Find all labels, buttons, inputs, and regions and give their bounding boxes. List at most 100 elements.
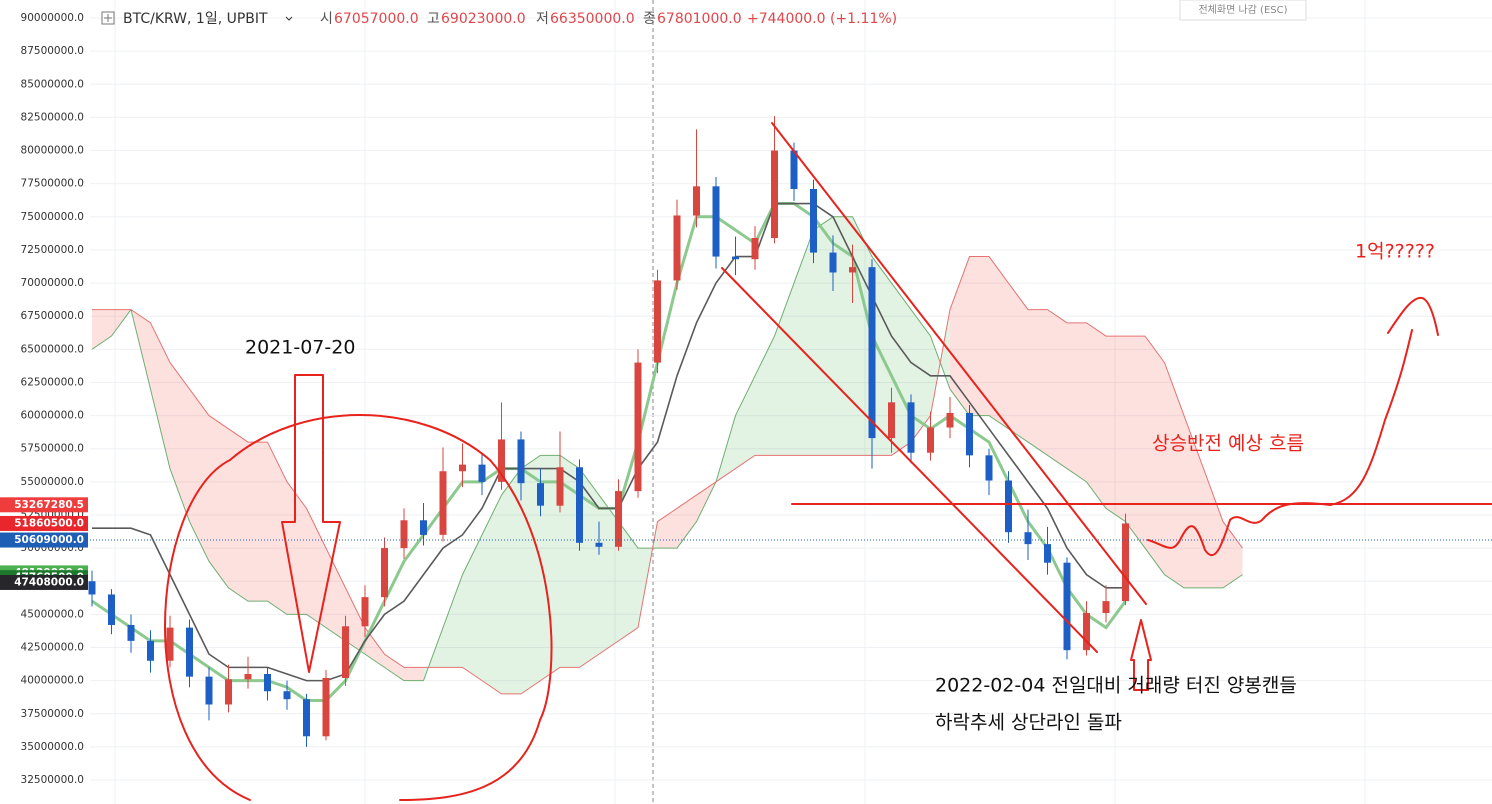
icon (104, 14, 112, 22)
cloud-fill (813, 216, 833, 456)
candle-body (127, 624, 135, 641)
cloud-fill (579, 468, 599, 668)
dropdown[interactable] (285, 16, 293, 21)
candle-body (498, 439, 505, 482)
cloud-fill (1145, 336, 1165, 575)
candle-body (205, 676, 213, 705)
candle-body (400, 520, 408, 549)
candle-body (1122, 523, 1129, 602)
cloud-fill (482, 495, 502, 694)
candle-body (1024, 532, 1032, 545)
candle-body (595, 542, 603, 547)
cloud-fill (384, 654, 404, 681)
candle-body (1083, 613, 1090, 651)
y-tick-label: 77500000.0 (21, 178, 84, 190)
cloud-fill (1106, 336, 1126, 522)
header: BTC/KRW, 1일, UPBIT 시 67057000.0 고 690230… (101, 0, 1307, 27)
annotation: 1억????? (1355, 241, 1435, 263)
candle-body (186, 627, 193, 677)
exit-button-label[interactable]: 전체화면 나감 (ESC) (1198, 4, 1287, 16)
candle-body (907, 402, 915, 453)
cloud-fill (248, 442, 268, 602)
change: +744000.0 (+1.11%) (747, 11, 897, 27)
cloud-fill (677, 495, 697, 549)
cloud-fill (1047, 309, 1067, 469)
price-badge (0, 532, 88, 548)
candle-body (108, 594, 115, 625)
cloud-fill (657, 508, 677, 549)
trend-line (771, 122, 1147, 605)
y-tick-label: 45000000.0 (21, 608, 84, 620)
price-badge-label: 51860500.0 (14, 517, 84, 529)
hand-circle (164, 414, 553, 801)
candle-body (751, 238, 759, 260)
candle-body (712, 186, 720, 257)
cloud-fill (1184, 415, 1204, 588)
candle-body (225, 679, 232, 705)
y-tick-label: 67500000.0 (21, 310, 84, 322)
cloud-fill (755, 336, 775, 456)
candle-body (868, 267, 876, 439)
candle-body (303, 699, 310, 737)
price-badge-label: 50609000.0 (14, 534, 84, 546)
annotation: 상승반전 예상 흐름 (1152, 433, 1304, 455)
cloud-fill (618, 521, 638, 641)
cloud-fill (1223, 521, 1243, 588)
cloud-fill (950, 256, 970, 416)
price-badge (0, 497, 88, 513)
small-arrow (1130, 619, 1152, 691)
cloud-fill (891, 283, 911, 456)
candle-body (244, 673, 252, 680)
cloud-fill (1164, 362, 1184, 588)
ohlc-key: 종 (643, 11, 656, 27)
drawings: 2021-07-20 1억????? 상승반전 예상 흐름 2022-02-04… (164, 122, 1492, 801)
cloud-fill (540, 455, 560, 681)
candle-body (381, 548, 388, 598)
candle-body (810, 188, 817, 253)
candle-body (166, 627, 174, 661)
cloud-fill (599, 495, 619, 655)
cloud-fill (1125, 336, 1145, 549)
cloud-fill (560, 455, 580, 668)
candle-body (439, 471, 447, 535)
price-badge-label: 53267280.5 (14, 499, 84, 511)
candle-body (693, 186, 700, 216)
y-tick-label: 70000000.0 (21, 277, 84, 289)
cloud-edge (91, 216, 1243, 682)
y-tick-label: 80000000.0 (21, 145, 84, 157)
y-tick-label: 60000000.0 (21, 410, 84, 422)
cloud-fill (404, 667, 424, 681)
cloud-fill (170, 362, 190, 522)
candle-body (264, 673, 271, 692)
cloud-fill (930, 309, 950, 416)
y-tick-label: 72500000.0 (21, 244, 84, 256)
candle-body (1063, 562, 1071, 651)
y-tick-label: 32500000.0 (21, 774, 84, 786)
candle-body (615, 491, 622, 547)
candle-body (147, 640, 154, 661)
forecast-peak (1387, 296, 1439, 336)
cloud-fill (794, 230, 814, 456)
candle-body (966, 412, 973, 456)
cloud-fill (521, 455, 541, 694)
cloud-fill (462, 534, 482, 681)
big-arrow (281, 374, 341, 673)
candle-body (342, 626, 349, 678)
candle-body (985, 455, 993, 481)
ohlc-key: 고 (427, 11, 440, 27)
exit-button[interactable] (1179, 0, 1307, 21)
candle-body (576, 467, 583, 543)
annotation: 하락추세 상단라인 돌파 (935, 712, 1122, 734)
trend-line (721, 267, 1098, 653)
candle-body (654, 280, 661, 363)
y-tick-label: 87500000.0 (21, 45, 84, 57)
cloud-fill (1028, 309, 1048, 456)
ohlc-value: 67057000.0 (334, 11, 419, 27)
candle-body (829, 252, 837, 273)
indicator-line (92, 202, 1126, 682)
cloud-fill (267, 442, 287, 615)
y-tick-label: 85000000.0 (21, 78, 84, 90)
cloud-fill (287, 481, 307, 615)
candle-body (946, 412, 954, 428)
price-badge (0, 515, 88, 531)
